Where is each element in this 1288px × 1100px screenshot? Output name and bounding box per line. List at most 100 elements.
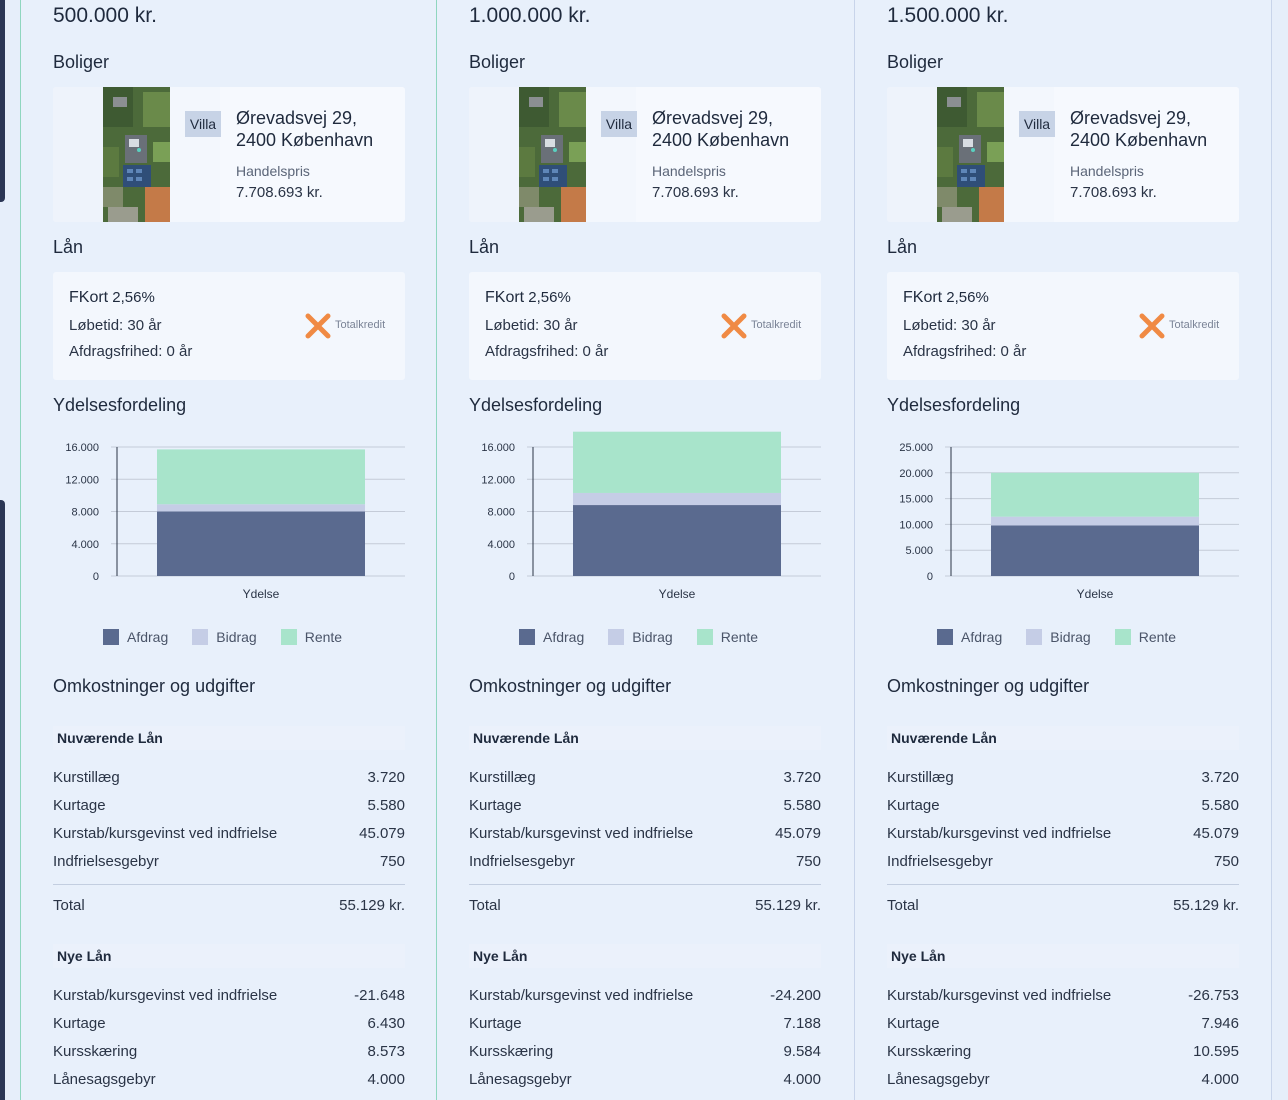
scenario-column-3[interactable]: 1.500.000 kr. Boliger (855, 0, 1272, 1100)
loan-term: Løbetid: 30 år (485, 317, 578, 334)
current-loan-header: Nuværende Lån (887, 726, 1239, 750)
legend-item-bidrag[interactable]: Bidrag (1026, 629, 1091, 645)
bar-segment-rente[interactable] (157, 449, 365, 505)
cost-label: Kurtage (469, 797, 522, 814)
y-tick-label: 4.000 (71, 539, 99, 551)
legend-item-afdrag[interactable]: Afdrag (937, 629, 1002, 645)
cost-value: 4.000 (783, 1071, 821, 1088)
address-line-2: 2400 København (652, 130, 790, 150)
legend-label-bidrag: Bidrag (216, 629, 257, 645)
totalkredit-logo-icon (721, 313, 747, 339)
section-title-ydelse: Ydelsesfordeling (53, 395, 187, 415)
cost-value: 3.720 (367, 769, 405, 786)
legend-swatch-afdrag (937, 629, 953, 645)
bar-segment-afdrag[interactable] (573, 505, 781, 576)
cost-value: 750 (1213, 853, 1239, 870)
y-tick-label: 4.000 (487, 539, 515, 551)
bar-segment-afdrag[interactable] (157, 511, 365, 577)
cost-row: Kurstab/kursgevinst ved indfrielse 45.079 (469, 825, 821, 847)
legend-label-bidrag: Bidrag (1050, 629, 1091, 645)
legend-swatch-afdrag (519, 629, 535, 645)
address-line-1: Ørevadsvej 29, (1070, 108, 1192, 128)
legend-item-afdrag[interactable]: Afdrag (103, 629, 168, 645)
cost-label: Kurstab/kursgevinst ved indfrielse (53, 825, 278, 842)
bar-segment-bidrag[interactable] (991, 516, 1199, 526)
payment-distribution-chart: 0 4.000 8.000 12.000 16.000 Ydelse (65, 442, 405, 601)
cost-value: 4.000 (367, 1071, 405, 1088)
bar-segment-rente[interactable] (991, 472, 1199, 517)
total-divider (53, 884, 405, 885)
property-address: Ørevadsvej 29, 2400 København (1070, 107, 1207, 151)
cost-value: 750 (379, 853, 405, 870)
cost-value: 45.079 (775, 825, 821, 842)
bar-segment-afdrag[interactable] (991, 525, 1199, 576)
y-tick-label: 0 (509, 571, 515, 583)
new-loan-header: Nye Lån (53, 944, 405, 968)
loan-card[interactable]: FKort 2,56% Løbetid: 30 år Afdragsfrihed… (469, 272, 821, 380)
property-card[interactable]: Villa Ørevadsvej 29, 2400 København Hand… (887, 87, 1239, 222)
payment-distribution-chart: 0 4.000 8.000 12.000 16.000 Ydelse (481, 431, 821, 601)
current-total-row: Total 55.129 kr. (469, 897, 821, 919)
loan-card[interactable]: FKort 2,56% Løbetid: 30 år Afdragsfrihed… (53, 272, 405, 380)
y-tick-label: 8.000 (71, 507, 99, 519)
y-tick-label: 25.000 (899, 442, 933, 454)
cost-label: Kurstab/kursgevinst ved indfrielse (887, 825, 1112, 842)
cost-label: Kurstab/kursgevinst ved indfrielse (469, 987, 694, 1004)
section-title-omkostninger: Omkostninger og udgifter (887, 676, 1090, 696)
bar-segment-bidrag[interactable] (157, 504, 365, 512)
cost-label: Kurtage (887, 797, 940, 814)
cost-label: Kurstillæg (53, 769, 120, 786)
section-title-lan: Lån (53, 237, 84, 257)
total-value: 55.129 kr. (1173, 897, 1239, 914)
cost-value: 750 (795, 853, 821, 870)
cost-label: Kurstillæg (887, 769, 954, 786)
section-title-omkostninger: Omkostninger og udgifter (469, 676, 672, 696)
scenario-column-2[interactable]: 1.000.000 kr. Boliger (437, 0, 855, 1100)
loan-amount: 500.000 kr. (53, 4, 157, 27)
property-card-padding (887, 87, 937, 222)
y-tick-label: 15.000 (899, 494, 933, 506)
cost-value: 7.946 (1201, 1015, 1239, 1032)
loan-rate: 2,56% (946, 289, 989, 306)
property-card[interactable]: Villa Ørevadsvej 29, 2400 København Hand… (53, 87, 405, 222)
loan-product: FKort 2,56% (903, 289, 989, 307)
legend-item-rente[interactable]: Rente (696, 629, 758, 645)
legend-item-rente[interactable]: Rente (280, 629, 342, 645)
y-tick-label: 8.000 (487, 507, 515, 519)
totalkredit-logo-icon (305, 313, 331, 339)
legend-swatch-bidrag (1026, 629, 1043, 645)
current-total-row: Total 55.129 kr. (53, 897, 405, 919)
total-label: Total (53, 897, 85, 914)
total-value: 55.129 kr. (755, 897, 821, 914)
y-tick-label: 16.000 (481, 442, 515, 454)
cost-row: Lånesagsgebyr 4.000 (469, 1071, 821, 1093)
loan-interest-only: Afdragsfrihed: 0 år (69, 343, 193, 360)
property-type-badge: Villa (185, 111, 221, 137)
loan-card[interactable]: FKort 2,56% Løbetid: 30 år Afdragsfrihed… (887, 272, 1239, 380)
section-title-boliger: Boliger (469, 52, 526, 72)
scenario-columns: 500.000 kr. Boliger (20, 0, 1272, 1100)
cost-label: Kurstillæg (469, 769, 536, 786)
y-tick-label: 20.000 (899, 468, 933, 480)
legend-item-rente[interactable]: Rente (1114, 629, 1176, 645)
cost-label: Kursskæring (887, 1043, 972, 1060)
loan-amount: 1.500.000 kr. (887, 4, 1009, 27)
bar-segment-bidrag[interactable] (573, 492, 781, 506)
legend-item-afdrag[interactable]: Afdrag (519, 629, 584, 645)
address-line-2: 2400 København (236, 130, 374, 150)
total-value: 55.129 kr. (339, 897, 405, 914)
scenario-column-1[interactable]: 500.000 kr. Boliger (20, 0, 437, 1100)
cost-row: Kurstillæg 3.720 (53, 769, 405, 791)
legend-item-bidrag[interactable]: Bidrag (608, 629, 673, 645)
price-label: Handelspris (652, 163, 726, 179)
cost-label: Kurtage (469, 1015, 522, 1032)
section-title-lan: Lån (887, 237, 918, 257)
legend-item-bidrag[interactable]: Bidrag (192, 629, 257, 645)
cost-row: Kurtage 5.580 (469, 797, 821, 819)
cost-value: 5.580 (783, 797, 821, 814)
cost-row: Indfrielsesgebyr 750 (887, 853, 1239, 875)
bar-segment-rente[interactable] (573, 431, 781, 493)
property-card[interactable]: Villa Ørevadsvej 29, 2400 København Hand… (469, 87, 821, 222)
legend-label-afdrag: Afdrag (961, 629, 1003, 645)
cost-value: -24.200 (770, 987, 821, 1004)
